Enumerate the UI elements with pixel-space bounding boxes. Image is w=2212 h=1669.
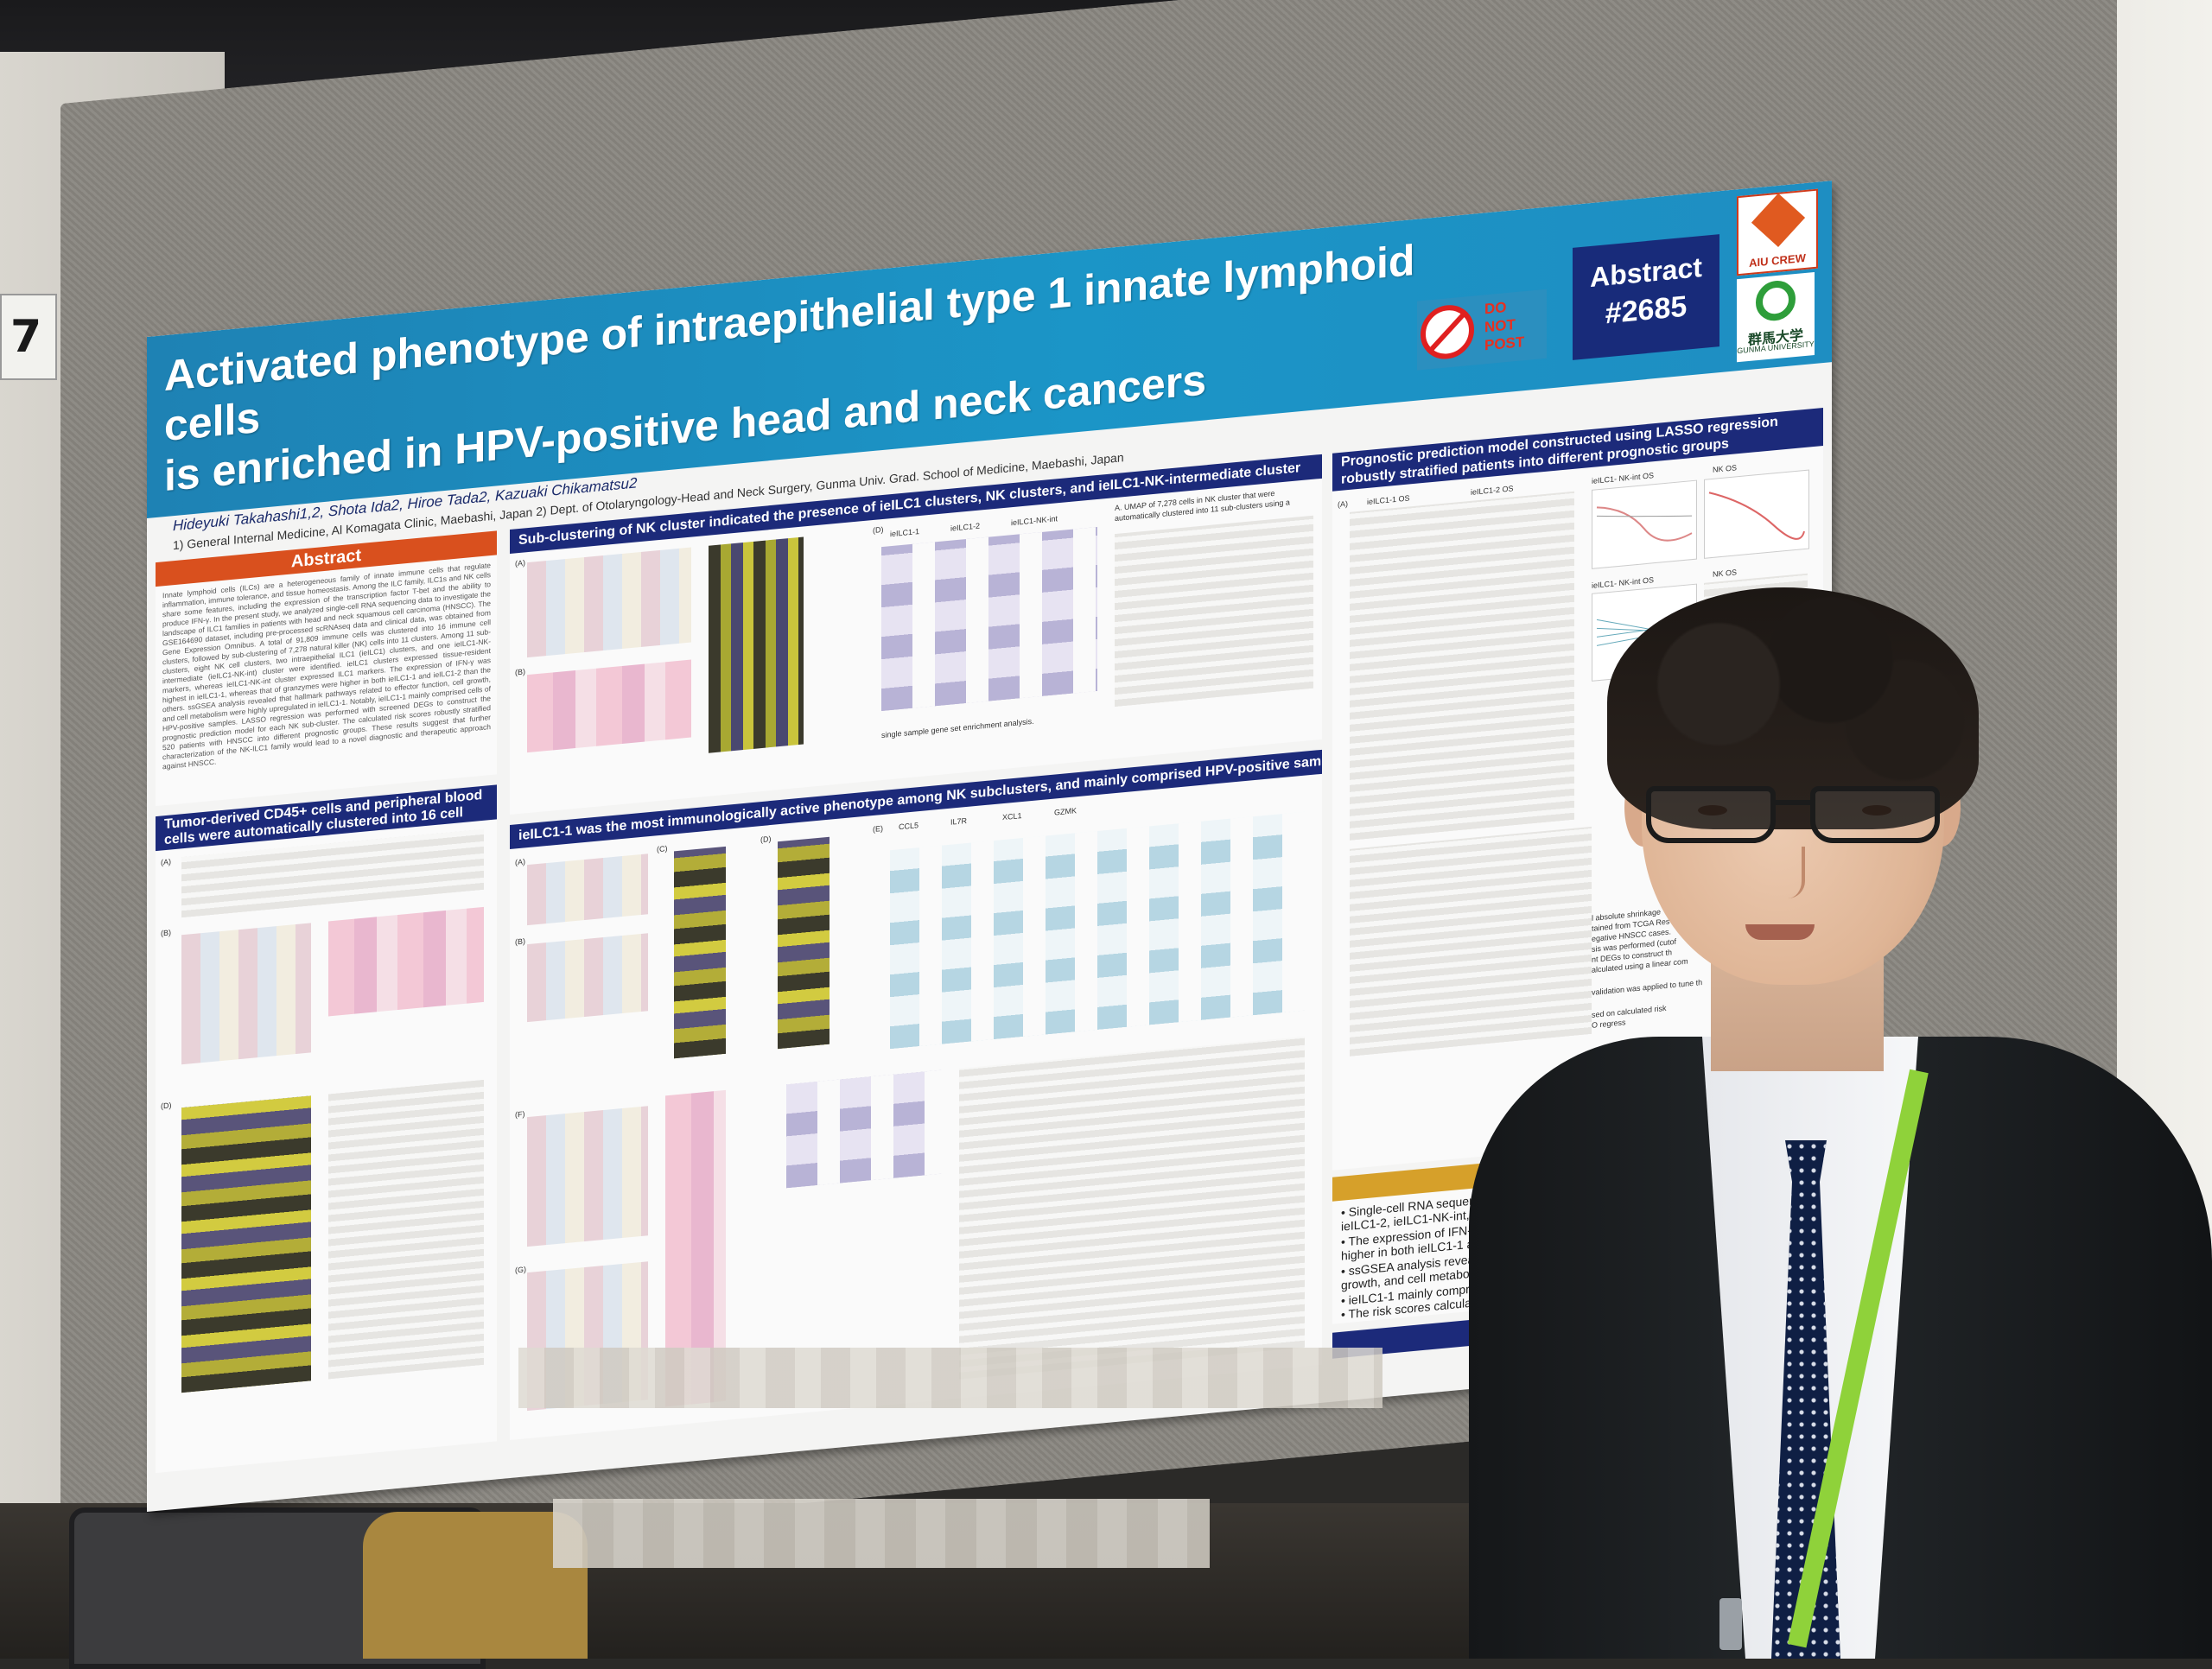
heatmap-figure [674,846,726,1059]
prognostic-section: Prognostic prediction model constructed … [1332,408,1823,1171]
research-poster: Activated phenotype of intraepithelial t… [147,181,1832,1512]
panel-label: (C) [657,844,668,854]
blurred-figure [328,906,484,1017]
heatmap-figure [181,1095,311,1393]
logo-mark [1756,279,1796,323]
blurred-figure [527,659,691,753]
booth-number: 7 [10,311,42,363]
logo-mark [1751,193,1806,247]
blurred-label [518,1348,1382,1408]
heatmap-figure [709,536,804,753]
blurred-figure [527,854,648,926]
panel-label: (A) [515,857,525,867]
mouth [1745,924,1815,940]
bag [363,1512,588,1659]
lasso-curve [1596,619,1693,646]
cluster-label: ieILC1-NK-int [1011,514,1058,528]
km-panel-title: ieILC1-1 OS [1367,493,1410,507]
blurred-figure [328,1079,484,1380]
ssgsea-note: single sample gene set enrichment analys… [881,716,1034,740]
abstract-text: Innate lymphoid cells (ILCs) are a heter… [162,561,491,771]
lasso-panel [1592,583,1697,682]
blurred-figure [527,1106,648,1247]
panel-label: (D) [873,524,884,536]
gene-label: XCL1 [1002,811,1022,822]
cluster-label: ieILC1-2 [950,521,981,533]
do-not-post-text: DO NOT POST [1484,299,1525,354]
blurred-figure [959,1036,1305,1380]
panel-label: (B) [161,928,171,938]
panel-label: (E) [873,823,883,834]
blurred-figure [527,547,691,658]
violin-plot-grid [890,811,1305,1050]
blurred-label [553,1499,1210,1568]
km-curve [1708,492,1805,540]
km-panel-title: NK OS [1713,463,1738,474]
abstract-section: Abstract Innate lymphoid cells (ILCs) ar… [156,530,497,807]
km-panel-title: ieILC1- NK-int OS [1592,471,1655,485]
glasses-lens [1810,786,1940,843]
gene-label: IL7R [950,815,968,827]
blurred-figure [527,933,648,1023]
violin-plot-grid [786,1069,942,1189]
panel-label: (B) [515,667,525,677]
km-curve-panel [1592,479,1697,569]
eye [1698,805,1727,815]
km-curve [1596,506,1693,542]
abstract-number-badge: Abstract #2685 [1573,234,1719,360]
gunma-university-logo: 群馬大学 GUNMA UNIVERSITY [1737,271,1815,363]
aiu-crew-logo: AIU CREW [1737,188,1818,276]
tumor-derived-section: Tumor-derived CD45+ cells and peripheral… [156,784,497,1474]
presenter [1460,587,2212,1659]
km-curve-panel [1704,469,1809,559]
blurred-text [1115,515,1313,708]
lanyard-clip [1719,1598,1742,1650]
panel-label: (D) [161,1101,172,1111]
glasses-bridge [1776,800,1810,805]
eye [1862,805,1891,815]
no-camera-icon [1421,302,1474,362]
blurred-figure [181,923,311,1065]
panel-label: (A) [161,857,171,867]
gene-label: GZMK [1054,806,1077,817]
abstract-number: #2685 [1605,289,1688,331]
panel-label: (D) [760,834,772,845]
panel-label: (F) [515,1109,525,1120]
panel-label: (A) [1338,499,1348,510]
do-not-post-badge: DO NOT POST [1417,289,1547,371]
heatmap-figure [778,836,830,1050]
violin-plot-grid [881,526,1097,712]
panel-label: (B) [515,936,525,947]
eyeglasses [1637,786,1957,847]
booth-number-card: 7 [0,294,57,380]
km-panel-title: ieILC1-2 OS [1471,484,1514,497]
km-panel-title: NK OS [1713,568,1738,579]
cluster-label: ieILC1-1 [890,527,920,539]
panel-label: (G) [515,1265,526,1275]
gene-label: CCL5 [899,821,919,832]
ieilc1-active-section: ieILC1-1 was the most immunologically ac… [510,749,1322,1441]
panel-label: (A) [515,558,525,568]
nose [1776,847,1805,898]
